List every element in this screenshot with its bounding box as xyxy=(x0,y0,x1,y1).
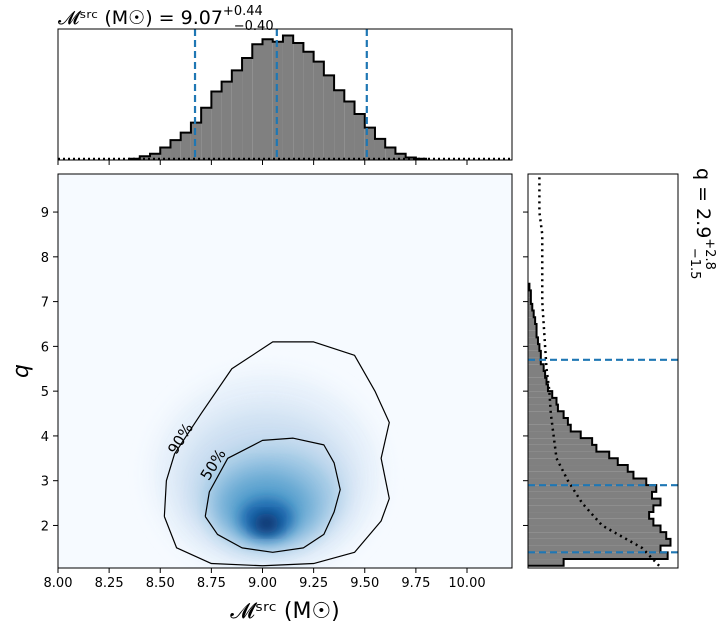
x-tick-label: 8.25 xyxy=(95,576,124,591)
top-hist-bar xyxy=(262,39,273,160)
top-hist-bar xyxy=(313,61,324,160)
right-hist-bar xyxy=(528,350,541,358)
top-hist-bar xyxy=(293,43,304,160)
top-hist-bar xyxy=(221,81,232,160)
top-hist-bar xyxy=(364,127,375,160)
right-hist-bar xyxy=(528,491,652,499)
right-hist-bar xyxy=(528,444,597,452)
right-hist-bar xyxy=(528,465,628,472)
top-hist-bar xyxy=(405,157,416,160)
right-hist-bar xyxy=(528,371,546,378)
x-tick-label: 9.50 xyxy=(350,576,379,591)
right-hist-bar xyxy=(528,552,668,560)
right-hist-bar xyxy=(528,424,571,432)
right-hist-bar xyxy=(528,404,558,412)
top-hist-bar xyxy=(344,101,355,160)
right-hist-bar xyxy=(528,297,531,304)
right-hist-bar xyxy=(528,310,534,318)
contour-50pct xyxy=(204,437,341,553)
right-histogram-outline xyxy=(528,282,672,567)
right-hist-bar xyxy=(528,532,667,539)
right-hist-bar xyxy=(528,377,547,385)
top-hist-bar xyxy=(180,132,191,160)
right-hist-bar xyxy=(528,538,671,546)
top-hist-bar xyxy=(334,90,345,160)
right-hist-bar xyxy=(528,485,657,492)
x-tick-label: 9.00 xyxy=(248,576,277,591)
top-marginal-title: 𝓜ˢʳᶜ (M☉) = 9.07+0.44 −0.40 xyxy=(58,4,274,34)
y-tick-label: 7 xyxy=(41,296,49,311)
right-hist-bar xyxy=(528,344,540,351)
contour-90pct xyxy=(163,341,390,567)
right-hist-bar xyxy=(528,397,557,405)
x-tick-label: 8.75 xyxy=(197,576,226,591)
joint-density-panel: 50%90% 8.00 8.25 8.50 8.75 9.00 9.25 9.50 9.75 1… xyxy=(9,173,513,624)
right-hist-bar xyxy=(528,451,610,459)
right-hist-bar xyxy=(528,364,544,371)
right-hist-bar xyxy=(528,478,647,486)
right-hist-bar xyxy=(528,323,537,331)
right-hist-bar xyxy=(528,317,536,324)
top-panel-frame xyxy=(57,28,513,161)
top-hist-bar xyxy=(201,107,212,160)
right-hist-bar xyxy=(528,512,650,519)
right-hist-bar xyxy=(528,337,538,345)
right-marginal-title: q = 2.9+2.8−1.5 xyxy=(687,168,717,279)
top-hist-bar xyxy=(170,140,181,160)
top-hist-bar xyxy=(323,75,335,160)
x-tick-label: 8.00 xyxy=(44,576,73,591)
x-tick-label: 9.75 xyxy=(401,576,430,591)
y-tick-label: 2 xyxy=(41,519,49,534)
density-blob-5 xyxy=(254,513,279,534)
right-hist-bar xyxy=(528,391,553,398)
right-hist-bar xyxy=(528,525,661,533)
right-hist-bar xyxy=(528,438,593,445)
x-tick-label: 10.00 xyxy=(448,576,485,591)
top-hist-bar xyxy=(242,57,253,160)
right-hist-bar xyxy=(528,545,661,553)
y-axis-label: q xyxy=(9,364,34,378)
y-tick-label: 9 xyxy=(41,206,49,221)
right-hist-bar xyxy=(528,498,661,506)
top-hist-bar xyxy=(282,35,294,160)
top-hist-bar xyxy=(211,91,222,160)
y-tick-label: 4 xyxy=(41,430,49,445)
right-hist-bar xyxy=(528,290,531,298)
right-hist-bar xyxy=(528,357,541,365)
right-hist-bar xyxy=(528,458,618,466)
right-marginal-panel: q = 2.9+2.8−1.5 xyxy=(523,168,717,569)
right-hist-bar xyxy=(528,518,654,526)
y-tick-label: 6 xyxy=(41,340,49,355)
top-hist-bar xyxy=(160,147,171,160)
top-hist-bar xyxy=(303,51,314,160)
y-tick-label: 8 xyxy=(41,251,49,266)
top-hist-bar xyxy=(231,70,243,160)
right-hist-bar xyxy=(528,471,634,479)
y-tick-label: 3 xyxy=(41,475,49,490)
right-hist-bar xyxy=(528,418,568,425)
right-panel-frame xyxy=(527,173,679,569)
top-hist-bar xyxy=(252,44,263,160)
joint-panel-frame xyxy=(57,173,513,569)
right-hist-bar xyxy=(528,411,564,419)
x-tick-label: 8.50 xyxy=(146,576,175,591)
right-hist-bar xyxy=(528,505,654,513)
right-hist-bar xyxy=(528,303,533,311)
right-hist-bar xyxy=(528,330,537,338)
top-hist-bar xyxy=(385,147,396,160)
right-hist-bar xyxy=(528,384,548,392)
top-marginal-panel: 𝓜ˢʳᶜ (M☉) = 9.07+0.44 −0.40 xyxy=(57,4,513,165)
right-hist-bar xyxy=(528,559,564,566)
top-hist-bar xyxy=(395,153,406,160)
x-axis-label: 𝓜ˢʳᶜ (M☉) xyxy=(230,599,340,624)
top-hist-bar xyxy=(354,113,365,160)
top-hist-bar xyxy=(374,138,386,160)
y-tick-label: 5 xyxy=(41,385,49,400)
top-hist-bar xyxy=(150,153,161,160)
x-tick-label: 9.25 xyxy=(299,576,328,591)
